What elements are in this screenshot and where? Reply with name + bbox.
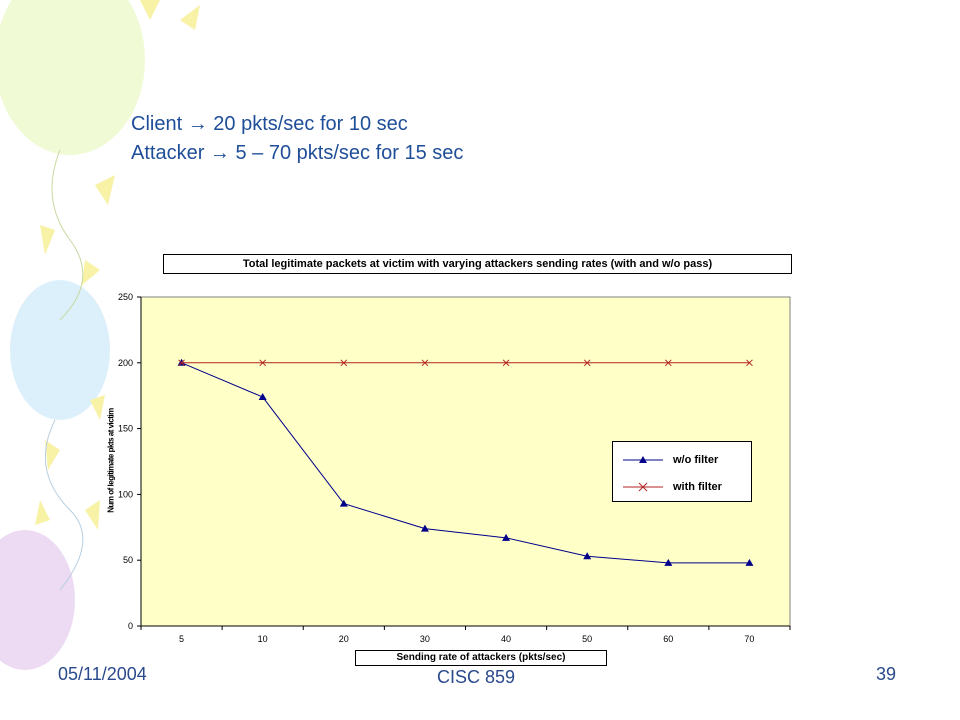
footer-course: CISC 859 <box>437 667 516 687</box>
legend-swatch <box>623 456 663 463</box>
x-tick-label: 40 <box>501 634 511 644</box>
y-tick-label: 200 <box>118 358 133 368</box>
y-tick-label: 250 <box>118 292 133 302</box>
bullet-value: 5 – 70 pkts/sec for 15 sec <box>235 142 464 164</box>
x-tick-label: 5 <box>179 634 184 644</box>
chart-title: Total legitimate packets at victim with … <box>163 254 792 274</box>
bullet-attacker: Attacker → 5 – 70 pkts/sec for 15 sec <box>131 139 463 168</box>
arrow-right-icon: → <box>187 113 208 135</box>
data-point <box>421 359 429 367</box>
y-tick-label: 50 <box>123 555 133 565</box>
bullet-value: 20 pkts/sec for 10 sec <box>213 113 408 135</box>
slide-text: Client → 20 pkts/sec for 10 sec Attacker… <box>131 110 463 168</box>
x-tick-label: 30 <box>420 634 430 644</box>
footer-date: 05/11/2004 <box>58 664 147 684</box>
data-point <box>746 359 753 367</box>
y-axis-label: Num of legitimate pkts at victim <box>106 408 116 513</box>
data-point <box>339 499 348 507</box>
data-point <box>583 552 592 560</box>
bullet-label: Client <box>131 113 183 135</box>
legend-swatch <box>623 482 663 492</box>
chart-legend: w/o filter with filter <box>612 441 752 502</box>
x-tick-label: 20 <box>339 634 349 644</box>
arrow-right-icon: → <box>209 142 230 164</box>
legend-label: w/o filter <box>673 454 719 466</box>
x-tick-label: 10 <box>258 634 268 644</box>
series-line-w-o-filter <box>181 362 750 564</box>
data-point <box>340 359 348 367</box>
data-point <box>258 393 267 401</box>
y-tick-label: 100 <box>118 489 133 499</box>
page-number: 39 <box>876 664 897 684</box>
data-point <box>502 533 511 541</box>
data-point <box>502 359 510 367</box>
x-tick-label: 70 <box>744 634 754 644</box>
data-point <box>583 359 591 367</box>
x-tick-label: 50 <box>582 634 592 644</box>
data-point <box>664 558 673 566</box>
data-point <box>664 359 672 367</box>
data-point <box>178 359 185 367</box>
legend-label: with filter <box>673 481 722 493</box>
data-point <box>745 558 754 566</box>
x-axis-label: Sending rate of attackers (pkts/sec) <box>355 650 607 666</box>
data-point <box>259 359 267 367</box>
bullet-client: Client → 20 pkts/sec for 10 sec <box>131 110 463 139</box>
data-point <box>420 524 429 532</box>
bullet-label: Attacker <box>131 142 205 164</box>
y-tick-label: 150 <box>118 424 133 434</box>
x-tick-label: 60 <box>663 634 673 644</box>
y-tick-label: 0 <box>128 621 133 631</box>
